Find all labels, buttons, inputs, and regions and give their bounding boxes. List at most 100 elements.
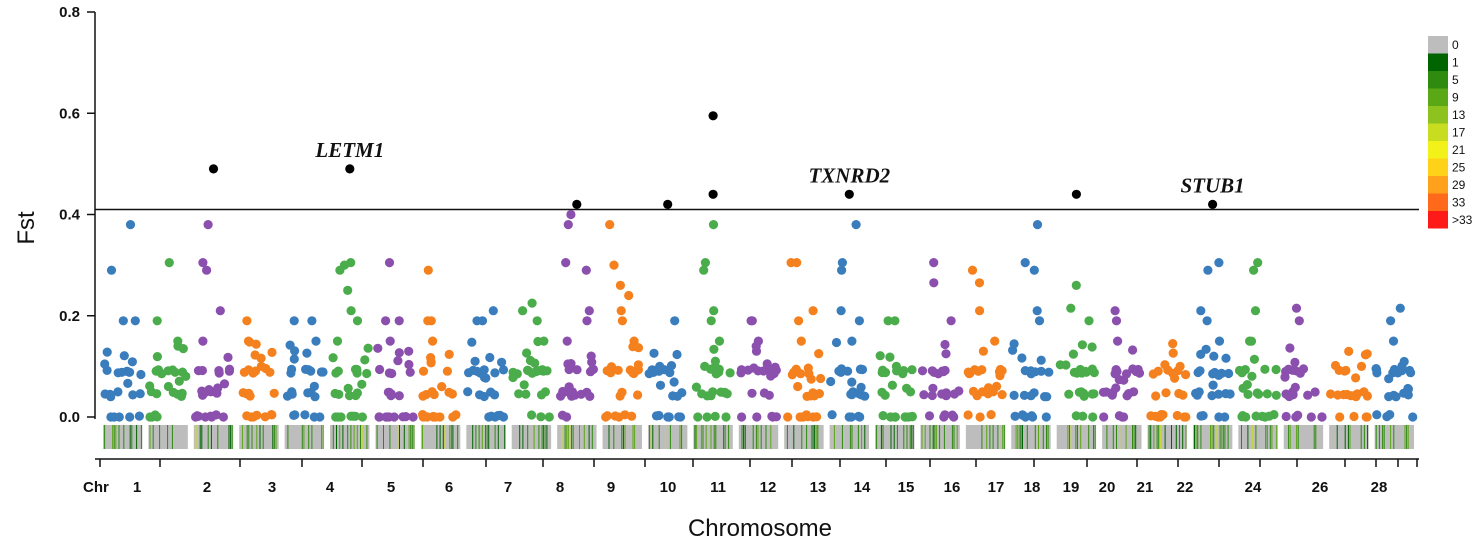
snp-point <box>408 412 418 422</box>
snp-point <box>136 369 146 380</box>
snp-point <box>1245 336 1255 346</box>
snp-point <box>152 412 162 422</box>
snp-point <box>856 364 866 374</box>
snp-point <box>722 389 732 399</box>
x-tick-label: 3 <box>268 479 276 496</box>
density-block <box>784 425 824 449</box>
snp-point <box>360 355 370 365</box>
snp-point <box>1009 390 1019 400</box>
snp-point <box>566 209 576 220</box>
legend-swatch <box>1428 158 1448 176</box>
snp-point <box>581 265 591 275</box>
legend-swatch <box>1428 141 1448 159</box>
snp-point <box>737 412 747 422</box>
snp-point <box>200 412 210 422</box>
snp-point <box>357 412 367 422</box>
snp-point <box>747 388 757 398</box>
snp-point <box>986 410 996 420</box>
snp-point <box>197 365 207 376</box>
snp-point <box>522 348 532 358</box>
snp-point <box>809 391 819 401</box>
snp-point <box>714 336 725 346</box>
snp-point <box>1214 258 1224 268</box>
x-tick-label: 24 <box>1245 479 1262 496</box>
snp-point <box>1280 372 1290 382</box>
snp-point <box>851 220 861 230</box>
snp-point <box>310 392 320 402</box>
snp-point <box>1119 375 1129 385</box>
snp-point <box>1342 389 1352 400</box>
snp-point <box>891 361 902 371</box>
snp-point <box>389 412 399 422</box>
snp-point <box>1026 366 1036 376</box>
density-block <box>239 425 279 449</box>
density-block <box>1283 425 1324 449</box>
legend-label: 17 <box>1452 126 1466 140</box>
snp-point <box>128 390 138 400</box>
snp-point <box>808 306 818 316</box>
snp-point <box>362 368 372 379</box>
snp-point <box>853 411 864 421</box>
snp-point <box>836 306 846 316</box>
snp-point <box>267 347 277 357</box>
snp-point <box>1283 364 1294 374</box>
density-block <box>511 425 552 449</box>
x-axis: Chr 1 2 3 4 5 6 7 8 9 10 11 12 13 14 15 16 17 18 19 20 21 22 24… <box>83 458 1419 496</box>
density-block <box>148 425 188 449</box>
snp-point <box>1041 412 1051 422</box>
snp-point <box>1208 380 1218 390</box>
snp-point <box>442 366 452 376</box>
snp-point <box>563 220 573 230</box>
snp-point <box>710 411 720 421</box>
snp-point <box>1110 369 1120 379</box>
x-tick-label: 16 <box>944 479 961 496</box>
snp-point <box>1077 340 1087 350</box>
snp-point <box>1110 306 1120 316</box>
snp-point <box>218 412 228 422</box>
legend-swatch <box>1428 193 1448 211</box>
y-tick-label: 0.2 <box>59 308 80 325</box>
snp-point <box>1281 389 1291 399</box>
snp-point <box>669 377 679 387</box>
snp-point <box>343 383 353 393</box>
snp-point <box>484 412 494 422</box>
snp-point <box>1362 349 1372 359</box>
snp-point <box>152 352 162 362</box>
snp-point <box>1393 368 1403 378</box>
snp-point <box>562 336 572 346</box>
snp-point <box>447 389 457 399</box>
snp-point <box>1029 388 1039 398</box>
legend-label: 0 <box>1452 38 1459 52</box>
snp-point <box>1351 373 1361 383</box>
snp-point <box>1361 412 1371 422</box>
snp-point <box>109 412 119 422</box>
snp-point <box>1247 371 1257 381</box>
snp-point <box>514 389 524 399</box>
density-block <box>965 425 1006 449</box>
density-block <box>1192 425 1233 449</box>
snp-point <box>837 265 847 275</box>
snp-point <box>122 366 132 376</box>
snp-point <box>1285 343 1295 353</box>
snp-point <box>1207 391 1217 401</box>
snp-point <box>125 220 136 230</box>
snp-point <box>940 365 950 376</box>
snp-point <box>816 373 826 384</box>
snp-point <box>309 381 319 391</box>
snp-point <box>437 382 447 392</box>
snp-point <box>1019 390 1029 400</box>
snp-point <box>1089 389 1099 399</box>
snp-point <box>624 290 634 301</box>
x-tick-label: 26 <box>1312 479 1329 496</box>
x-tick-label: 13 <box>810 479 827 496</box>
snp-point <box>615 280 626 290</box>
snp-point <box>311 336 321 346</box>
snp-point <box>1344 346 1354 356</box>
snp-point <box>1027 411 1037 421</box>
snp-point <box>119 351 129 361</box>
snp-point <box>1408 412 1418 422</box>
snp-point <box>766 371 776 381</box>
gene-label: TXNRD2 <box>808 163 890 187</box>
snp-point <box>1371 364 1381 374</box>
snp-point <box>1128 345 1138 355</box>
